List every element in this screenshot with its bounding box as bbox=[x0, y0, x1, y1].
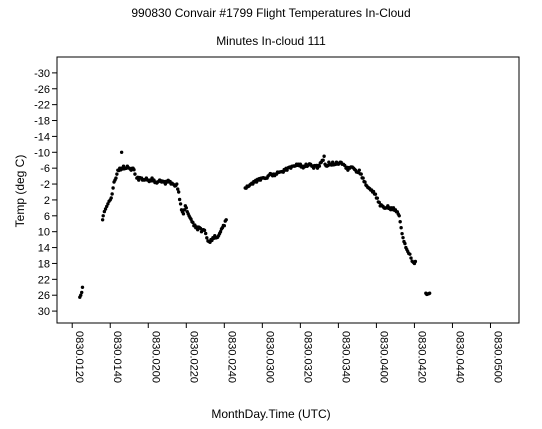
y-tick-label: -18 bbox=[34, 116, 50, 128]
plot-frame bbox=[56, 56, 520, 324]
data-point bbox=[80, 290, 84, 295]
data-point bbox=[181, 212, 186, 216]
x-tick-label: 0830.0240 bbox=[225, 331, 237, 383]
data-point bbox=[363, 180, 367, 184]
data-point bbox=[119, 150, 124, 154]
data-point bbox=[202, 228, 207, 233]
x-tick-label: 0830.0420 bbox=[415, 331, 427, 383]
x-axis-ticks: 0830.0120 0830.0140 0830.0200 0830.0220 0830… bbox=[71, 323, 503, 383]
data-point bbox=[79, 293, 83, 297]
data-point bbox=[398, 220, 402, 224]
y-tick-label: 14 bbox=[38, 243, 50, 255]
data-point bbox=[359, 172, 363, 176]
data-point bbox=[205, 236, 209, 240]
data-point bbox=[408, 252, 412, 256]
x-tick-label: 0830.0340 bbox=[339, 331, 351, 383]
x-tick-label: 0830.0440 bbox=[453, 331, 465, 383]
data-point bbox=[100, 218, 105, 222]
data-point bbox=[105, 204, 109, 209]
data-point bbox=[203, 231, 208, 236]
data-point bbox=[177, 197, 182, 202]
x-tick-label: 0830.0300 bbox=[263, 331, 275, 383]
data-point bbox=[321, 158, 325, 162]
data-point bbox=[189, 217, 193, 221]
data-point bbox=[403, 241, 407, 246]
data-point bbox=[102, 209, 107, 214]
y-tick-label: 2 bbox=[44, 195, 50, 207]
y-tick-label: 30 bbox=[38, 306, 50, 318]
chart-title: 990830 Convair #1799 Flight Temperatures… bbox=[131, 6, 411, 20]
x-tick-label: 0830.0220 bbox=[187, 331, 199, 383]
data-point bbox=[377, 200, 381, 205]
data-point bbox=[132, 168, 136, 172]
data-point bbox=[317, 164, 322, 168]
data-points bbox=[78, 150, 432, 299]
data-point bbox=[400, 231, 404, 236]
data-point bbox=[184, 206, 188, 210]
data-point bbox=[397, 214, 401, 218]
data-point bbox=[111, 186, 115, 190]
data-point bbox=[427, 291, 432, 295]
data-point bbox=[357, 168, 361, 172]
y-tick-label: -14 bbox=[34, 131, 50, 143]
y-tick-label: -10 bbox=[34, 147, 50, 159]
data-point bbox=[114, 176, 118, 180]
data-point bbox=[409, 256, 413, 260]
data-point bbox=[110, 192, 114, 196]
y-tick-label: -22 bbox=[34, 100, 50, 112]
data-point bbox=[103, 207, 108, 211]
data-point bbox=[115, 172, 119, 176]
x-tick-label: 0830.0140 bbox=[111, 331, 123, 383]
x-tick-label: 0830.0320 bbox=[301, 331, 313, 383]
data-point bbox=[191, 220, 195, 225]
data-point bbox=[222, 224, 227, 228]
data-point bbox=[176, 190, 181, 194]
data-point bbox=[413, 259, 418, 264]
data-point bbox=[361, 176, 365, 180]
data-point bbox=[373, 192, 378, 196]
y-tick-label: -6 bbox=[40, 163, 50, 175]
data-point bbox=[322, 154, 326, 158]
data-point bbox=[109, 196, 113, 200]
data-point bbox=[399, 226, 403, 230]
y-tick-label: 6 bbox=[44, 211, 50, 223]
x-axis-label: MonthDay.Time (UTC) bbox=[211, 407, 331, 421]
data-point bbox=[343, 163, 347, 168]
chart-subtitle: Minutes In-cloud 111 bbox=[216, 34, 326, 48]
x-tick-label: 0830.0500 bbox=[491, 331, 503, 383]
x-tick-label: 0830.0120 bbox=[73, 331, 85, 383]
data-point bbox=[101, 214, 105, 218]
data-point bbox=[133, 172, 137, 176]
data-point bbox=[175, 182, 179, 186]
data-point bbox=[218, 229, 223, 234]
y-tick-label: 22 bbox=[38, 274, 50, 286]
data-point bbox=[178, 202, 183, 206]
y-tick-label: -26 bbox=[34, 84, 50, 96]
data-point bbox=[401, 235, 405, 240]
data-point bbox=[375, 196, 380, 200]
data-point bbox=[224, 218, 228, 222]
data-point bbox=[176, 187, 180, 191]
data-point bbox=[106, 202, 110, 206]
y-tick-label: 10 bbox=[38, 227, 50, 239]
y-tick-label: -2 bbox=[40, 179, 50, 191]
y-tick-label: 18 bbox=[38, 258, 50, 270]
x-tick-label: 0830.0200 bbox=[149, 331, 161, 383]
x-tick-label: 0830.0400 bbox=[377, 331, 389, 383]
data-point bbox=[80, 285, 85, 289]
y-tick-label: 26 bbox=[38, 290, 50, 302]
y-tick-label: -30 bbox=[34, 68, 50, 80]
